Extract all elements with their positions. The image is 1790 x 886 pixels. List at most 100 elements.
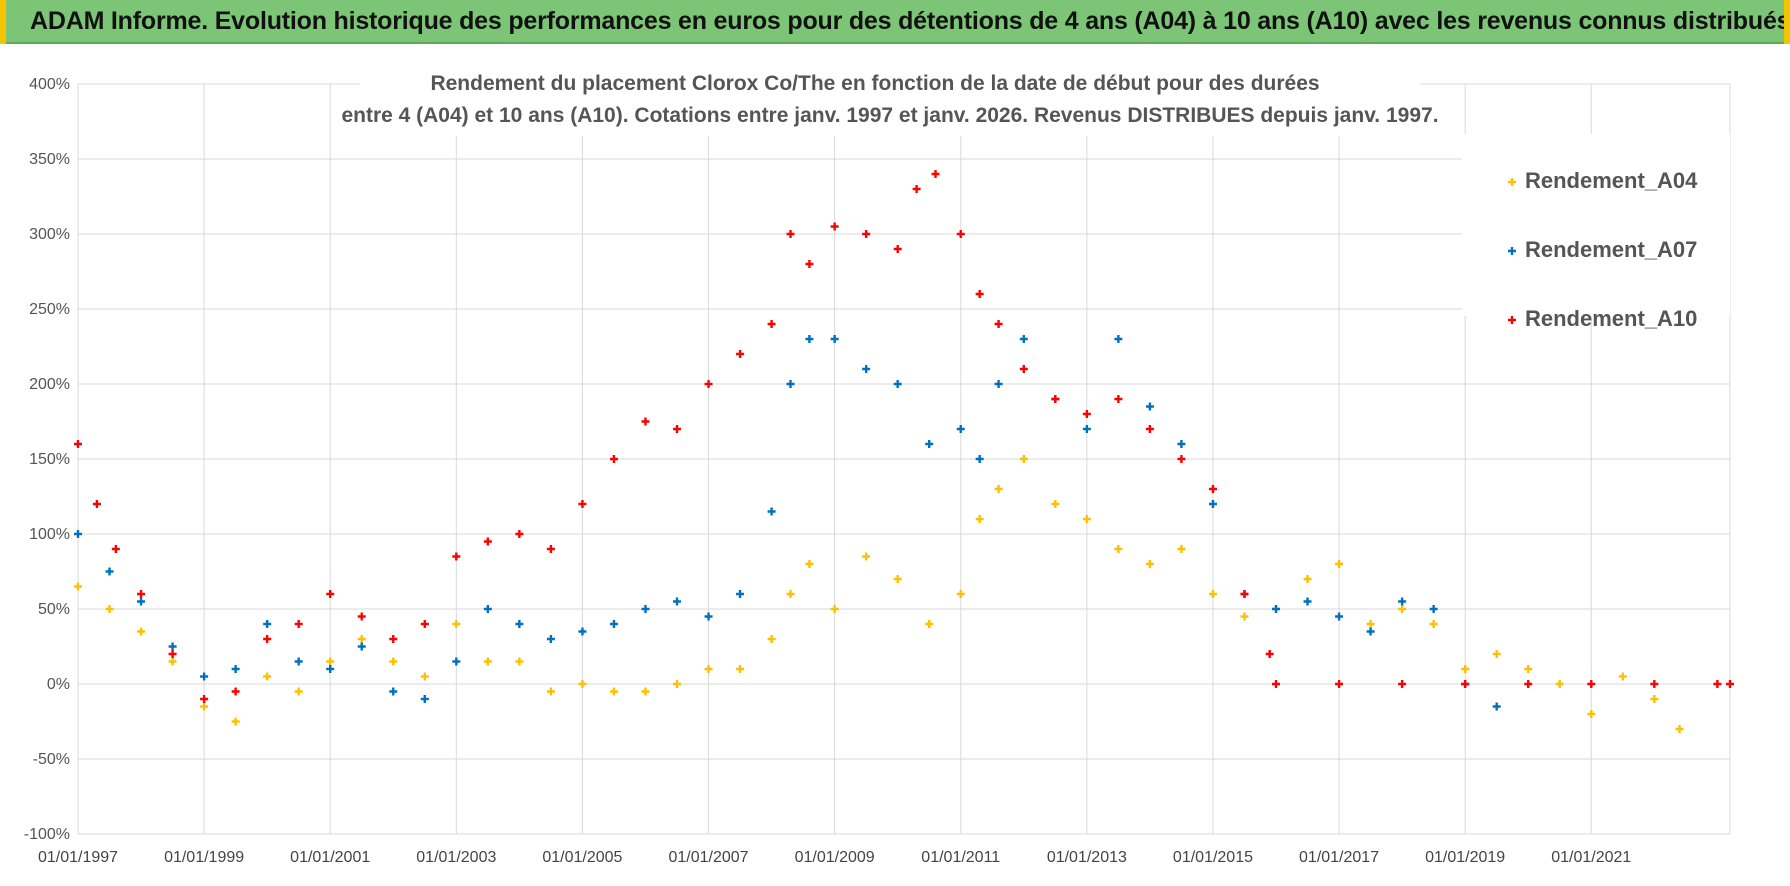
legend-label: Rendement_A04 xyxy=(1525,168,1698,193)
banner-corner-left xyxy=(0,0,6,44)
data-point xyxy=(1303,597,1312,606)
data-point xyxy=(263,672,272,681)
data-point xyxy=(294,620,303,628)
data-point xyxy=(641,687,650,696)
y-tick-label: 300% xyxy=(29,226,70,243)
data-point xyxy=(515,530,524,538)
data-point xyxy=(294,687,303,696)
x-tick-label: 01/01/2009 xyxy=(795,849,875,866)
data-points xyxy=(74,170,1734,733)
data-point xyxy=(975,515,984,523)
y-axis-ticks: 400% 350% 300% 250% 200% 150% 100% 50% 0% -50% -10… xyxy=(24,76,70,843)
data-point xyxy=(931,170,940,178)
data-point xyxy=(1114,335,1123,343)
data-point xyxy=(1618,672,1627,681)
data-point xyxy=(862,552,871,561)
legend-marker xyxy=(1508,247,1516,255)
data-point xyxy=(1272,605,1281,613)
data-point xyxy=(786,230,795,238)
data-point xyxy=(389,635,398,643)
data-point xyxy=(1335,612,1344,621)
data-point xyxy=(1726,680,1734,688)
data-point xyxy=(389,657,398,666)
data-point xyxy=(862,230,871,238)
data-point xyxy=(912,185,921,193)
y-tick-label: 250% xyxy=(29,301,70,318)
y-tick-label: 50% xyxy=(38,601,70,618)
x-tick-label: 01/01/2015 xyxy=(1173,849,1253,866)
y-tick-label: 100% xyxy=(29,526,70,543)
chart-title-line-1: Rendement du placement Clorox Co/The en … xyxy=(430,72,1319,95)
data-point xyxy=(74,530,82,538)
data-point xyxy=(1587,680,1596,688)
data-point xyxy=(1492,702,1501,711)
data-point xyxy=(1019,365,1028,373)
data-point xyxy=(1208,500,1217,508)
data-point xyxy=(231,687,240,696)
data-point xyxy=(1082,425,1091,433)
y-tick-label: 200% xyxy=(29,376,70,393)
data-point xyxy=(704,612,713,621)
data-point xyxy=(862,365,871,373)
data-point xyxy=(994,485,1003,493)
data-point xyxy=(420,695,429,703)
x-tick-label: 01/01/2005 xyxy=(542,849,622,866)
data-point xyxy=(578,680,587,688)
data-point xyxy=(956,425,965,433)
data-point xyxy=(1177,455,1186,463)
data-point xyxy=(673,597,682,606)
data-point xyxy=(641,417,650,426)
data-point xyxy=(420,620,429,628)
data-point xyxy=(893,245,902,253)
series-Rendement_A04 xyxy=(74,455,1684,733)
data-point xyxy=(767,320,776,328)
data-point xyxy=(1335,680,1344,688)
data-point xyxy=(1461,680,1470,688)
data-point xyxy=(578,627,587,636)
data-point xyxy=(1675,725,1684,733)
data-point xyxy=(1555,680,1564,688)
data-point xyxy=(805,335,814,343)
data-point xyxy=(111,545,120,553)
y-tick-label: 150% xyxy=(29,451,70,468)
data-point xyxy=(925,620,934,628)
data-point xyxy=(1145,560,1154,568)
data-point xyxy=(1114,395,1123,403)
data-point xyxy=(893,380,902,388)
data-point xyxy=(231,665,240,673)
x-tick-label: 01/01/2001 xyxy=(290,849,370,866)
data-point xyxy=(1461,665,1470,673)
data-point xyxy=(609,687,618,696)
x-axis-ticks: 01/01/1997 01/01/1999 01/01/2001 01/01/2003… xyxy=(38,849,1631,866)
data-point xyxy=(105,605,114,613)
data-point xyxy=(673,425,682,433)
data-point xyxy=(786,590,795,598)
data-point xyxy=(515,657,524,666)
data-point xyxy=(546,687,555,696)
chart-legend: Rendement_A04 Rendement_A07 Rendement_A10 xyxy=(1462,134,1730,331)
data-point xyxy=(1398,680,1407,688)
data-point xyxy=(1429,620,1438,628)
legend-label: Rendement_A07 xyxy=(1525,237,1697,262)
x-tick-label: 01/01/2017 xyxy=(1299,849,1379,866)
data-point xyxy=(641,605,650,613)
data-point xyxy=(326,590,335,598)
data-point xyxy=(1208,590,1217,598)
data-point xyxy=(1429,605,1438,613)
data-point xyxy=(105,567,114,576)
x-tick-label: 01/01/2007 xyxy=(668,849,748,866)
data-point xyxy=(92,500,101,508)
x-tick-label: 01/01/2019 xyxy=(1425,849,1505,866)
x-tick-label: 01/01/2021 xyxy=(1551,849,1631,866)
data-point xyxy=(137,590,146,598)
data-point xyxy=(956,230,965,238)
data-point xyxy=(830,605,839,613)
data-point xyxy=(1366,620,1375,628)
data-point xyxy=(137,627,146,636)
header-banner: ADAM Informe. Evolution historique des p… xyxy=(0,0,1790,44)
chart-title-line-2: entre 4 (A04) et 10 ans (A10). Cotations… xyxy=(341,104,1438,127)
y-tick-label: -100% xyxy=(24,826,70,843)
data-point xyxy=(452,552,461,561)
data-point xyxy=(168,650,177,658)
data-point xyxy=(1524,665,1533,673)
